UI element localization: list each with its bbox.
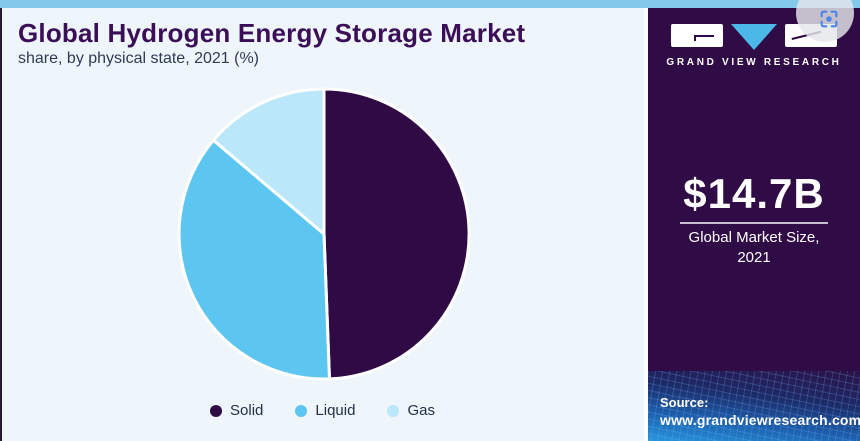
source-panel: Source: www.grandviewresearch.com [648,371,860,441]
pie-slice-gas [211,87,326,236]
source-label: Source: [660,395,709,410]
source-url: www.grandviewresearch.com [660,412,860,428]
market-size-year: 2021 [737,249,771,266]
brand-name: GRAND VIEW RESEARCH [666,57,842,68]
top-accent-bar [0,0,860,8]
logo-g-block-icon [671,24,723,47]
legend-item-liquid: Liquid [295,402,355,419]
left-edge-line [0,8,2,441]
market-size-caption: Global Market Size, 2021 [648,228,860,268]
pie-slice-solid [322,87,471,381]
legend-dot-solid [210,404,223,417]
screen-capture-icon [820,10,838,28]
chart-panel: Global Hydrogen Energy Storage Market sh… [0,8,645,441]
pie-slice-liquid [177,138,331,381]
chart-title: Global Hydrogen Energy Storage Market [18,18,526,48]
divider-line [680,222,828,224]
logo-g-mark-tick [694,35,696,41]
legend-dot-gas [387,404,400,417]
market-size-value: $14.7B [683,170,825,217]
legend-item-gas: Gas [387,402,435,419]
legend-item-solid: Solid [210,402,263,419]
legend: Solid Liquid Gas [0,402,645,419]
legend-label: Solid [230,402,264,419]
logo-g-mark [694,35,714,37]
pie-chart [177,87,471,381]
legend-label: Liquid [315,402,356,419]
chart-subtitle: share, by physical state, 2021 (%) [18,50,260,67]
legend-label: Gas [407,402,435,419]
legend-dot-liquid [295,404,308,417]
logo-v-triangle-icon [731,24,777,50]
panel-gap [644,8,648,441]
market-size-label: Global Market Size, [688,229,820,246]
brand-sidebar: GRAND VIEW RESEARCH $14.7B Global Market… [648,8,860,441]
